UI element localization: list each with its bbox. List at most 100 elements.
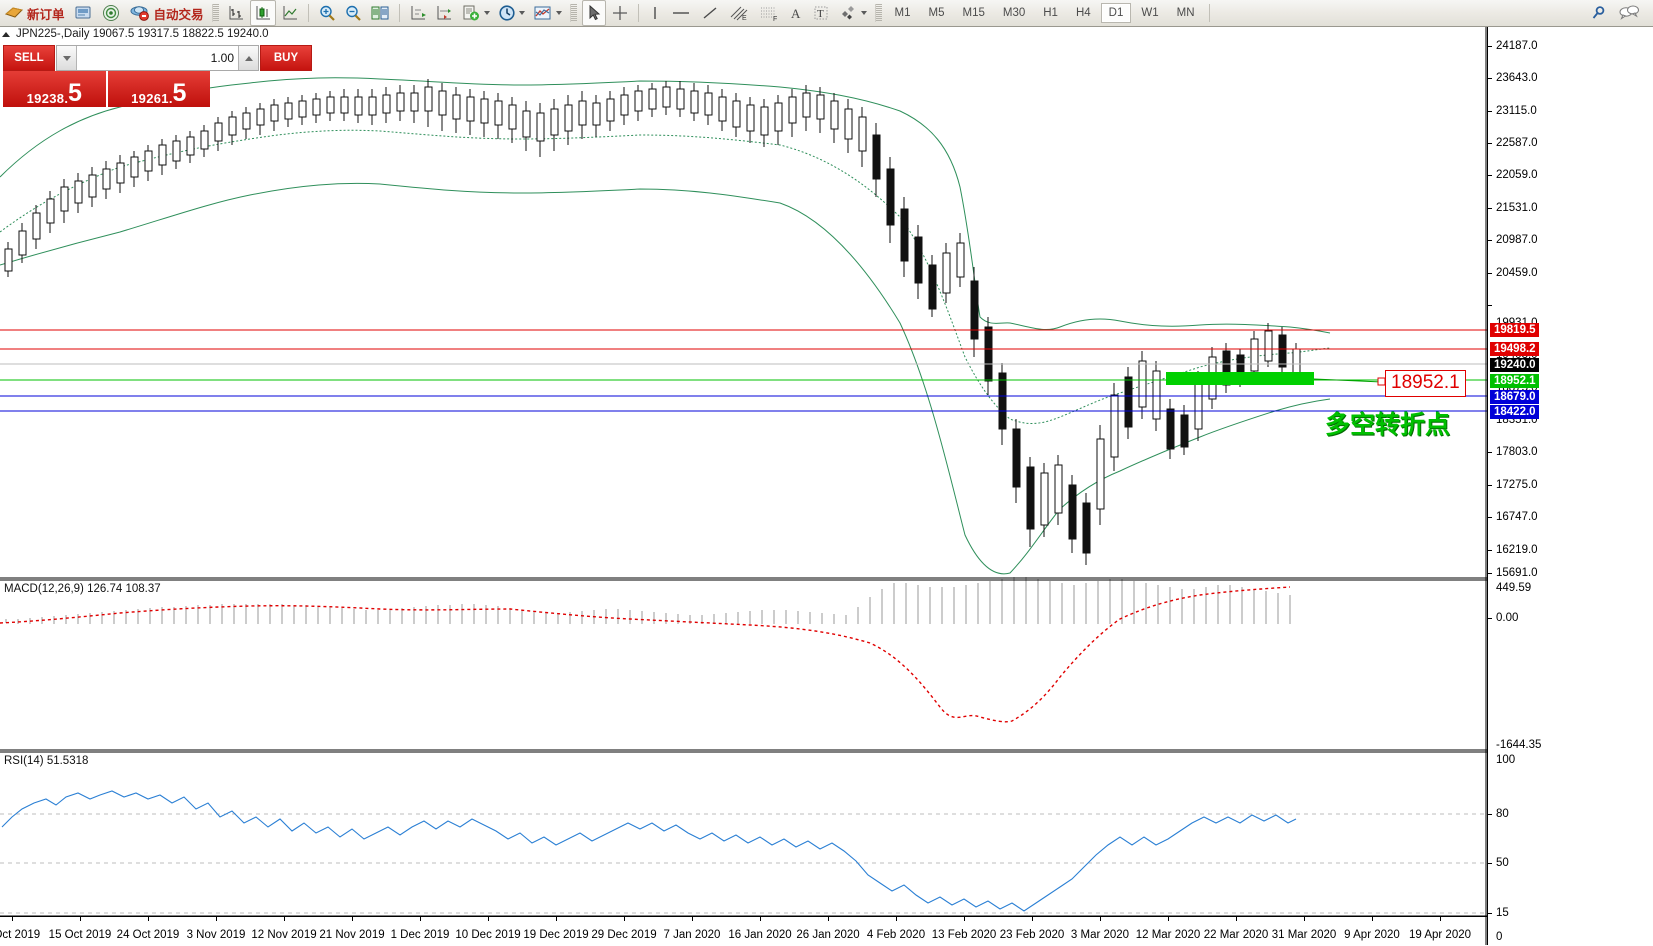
text-label-button[interactable]: A <box>785 1 807 25</box>
timeframe-h1[interactable]: H1 <box>1043 7 1058 19</box>
volume-decrease-button[interactable] <box>57 46 77 70</box>
chart-shift-button[interactable] <box>406 1 430 25</box>
collapse-triangle-icon[interactable] <box>2 31 10 37</box>
buy-button[interactable]: BUY <box>260 45 312 71</box>
macd-signal-line <box>0 586 1291 723</box>
rsi-line <box>1 790 1297 912</box>
equidistant-channel-button[interactable]: E <box>725 1 753 25</box>
svg-text:A: A <box>791 6 801 21</box>
templates-button[interactable] <box>530 1 565 25</box>
chevron-down-icon[interactable] <box>483 11 490 15</box>
crosshair-tool-button[interactable] <box>608 1 632 25</box>
tile-windows-button[interactable] <box>367 1 393 25</box>
new-order-button[interactable]: 新订单 <box>1 1 68 25</box>
toolbar-divider-2 <box>398 4 400 22</box>
volume-input[interactable] <box>77 46 238 70</box>
period-button[interactable] <box>495 1 528 25</box>
timeframe-h4[interactable]: H4 <box>1075 7 1091 19</box>
time-tick <box>80 917 81 921</box>
toolbar-divider-4 <box>1208 4 1210 22</box>
vertical-line-button[interactable] <box>645 1 665 25</box>
volume-stepper[interactable] <box>56 45 259 71</box>
chevron-down-icon-4[interactable] <box>860 11 867 15</box>
time-tick <box>216 917 217 921</box>
bar-chart-button[interactable] <box>224 1 248 25</box>
bollinger-middle-band <box>0 129 1331 424</box>
cursor-tool-button[interactable] <box>581 0 606 26</box>
rsi-axis-label: 50 <box>1496 857 1509 869</box>
price-axis-label: 16747.0 <box>1496 511 1538 523</box>
timeframe-m15[interactable]: M15 <box>962 7 985 19</box>
time-axis-label: 19 Apr 2020 <box>1408 929 1472 941</box>
price-tag-19498[interactable]: 19498.2 <box>1490 342 1539 356</box>
time-tick <box>692 917 693 921</box>
trendline-button[interactable] <box>697 1 723 25</box>
insert-indicator-button[interactable] <box>458 1 493 25</box>
zoom-in-button[interactable] <box>315 1 339 25</box>
expert-advisor-button[interactable] <box>70 1 96 25</box>
auto-scroll-button[interactable] <box>432 1 456 25</box>
shapes-button[interactable] <box>835 1 870 25</box>
text-button[interactable]: T <box>809 1 833 25</box>
chart-canvas[interactable]: JPN225-,Daily 19067.5 19317.5 18822.5 19… <box>0 27 1653 945</box>
time-axis[interactable]: 6 Oct 2019 15 Oct 2019 24 Oct 2019 3 Nov… <box>0 916 1487 946</box>
volume-increase-button[interactable] <box>238 46 258 70</box>
fibonacci-button[interactable]: F <box>755 1 783 25</box>
rsi-indicator-label: RSI(14) 51.5318 <box>2 755 91 767</box>
line-chart-icon <box>281 4 299 22</box>
rsi-axis-label: 15 <box>1496 907 1509 919</box>
price-tag-18952[interactable]: 18952.1 <box>1490 374 1539 388</box>
axis-tick <box>1488 550 1492 551</box>
one-click-trading-panel[interactable]: SELL BUY 19238 . 5 <box>3 45 312 107</box>
time-tick <box>12 917 13 921</box>
chat-button[interactable] <box>1614 1 1644 25</box>
zoom-out-button[interactable] <box>341 1 365 25</box>
time-axis-label: 6 Oct 2019 <box>0 929 41 941</box>
price-callout-box[interactable]: 18952.1 <box>1385 370 1466 397</box>
price-axis[interactable]: 24187.0 23643.0 23115.0 22587.0 22059.0 … <box>1487 27 1653 945</box>
time-tick <box>556 917 557 921</box>
axis-tick <box>1488 913 1492 914</box>
timeframe-d1[interactable]: D1 <box>1100 3 1132 23</box>
sell-button[interactable]: SELL <box>3 45 55 71</box>
price-tag-18422[interactable]: 18422.0 <box>1490 405 1539 419</box>
timeframe-m30[interactable]: M30 <box>1002 7 1026 19</box>
signals-button[interactable] <box>98 1 124 25</box>
toolbar-divider-3 <box>637 4 639 22</box>
buy-price[interactable]: 19261 . 5 <box>107 71 210 107</box>
toolbar-separator <box>211 4 219 22</box>
price-tag-18679[interactable]: 18679.0 <box>1490 390 1539 404</box>
chevron-down-icon-3[interactable] <box>555 11 562 15</box>
timeframe-m1[interactable]: M1 <box>894 7 911 19</box>
chevron-down-icon-2[interactable] <box>518 11 525 15</box>
timeframe-m5[interactable]: M5 <box>928 7 945 19</box>
price-axis-label: 17803.0 <box>1496 446 1538 458</box>
line-chart-button[interactable] <box>278 1 302 25</box>
zoom-in-icon <box>318 4 336 22</box>
search-button[interactable] <box>1586 1 1612 25</box>
time-axis-label: 31 Mar 2020 <box>1271 929 1337 941</box>
cursor-icon <box>586 4 602 22</box>
toolbar-divider <box>307 4 309 22</box>
price-tag-current[interactable]: 19240.0 <box>1490 358 1539 372</box>
price-tag-19819[interactable]: 19819.5 <box>1490 323 1539 337</box>
buy-price-fraction: 5 <box>172 79 187 107</box>
vertical-line-icon <box>648 4 662 22</box>
time-tick <box>1440 917 1441 921</box>
autotrade-label: 自动交易 <box>153 7 204 22</box>
axis-tick <box>1488 46 1492 47</box>
horizontal-line-button[interactable] <box>667 1 695 25</box>
sell-price[interactable]: 19238 . 5 <box>3 71 106 107</box>
chart-symbol-header: JPN225-,Daily 19067.5 19317.5 18822.5 19… <box>2 28 269 40</box>
new-order-label: 新订单 <box>27 7 65 22</box>
zoom-out-icon <box>344 4 362 22</box>
new-order-icon <box>4 4 24 22</box>
timeframe-mn[interactable]: MN <box>1176 7 1195 19</box>
candlestick-chart-button[interactable] <box>249 0 276 26</box>
shapes-icon <box>838 4 858 22</box>
price-axis-label: 21531.0 <box>1496 202 1538 214</box>
timeframe-w1[interactable]: W1 <box>1141 7 1159 19</box>
autotrade-button[interactable]: 自动交易 <box>126 1 207 25</box>
oct-price-row: 19238 . 5 19261 . 5 <box>3 71 210 107</box>
